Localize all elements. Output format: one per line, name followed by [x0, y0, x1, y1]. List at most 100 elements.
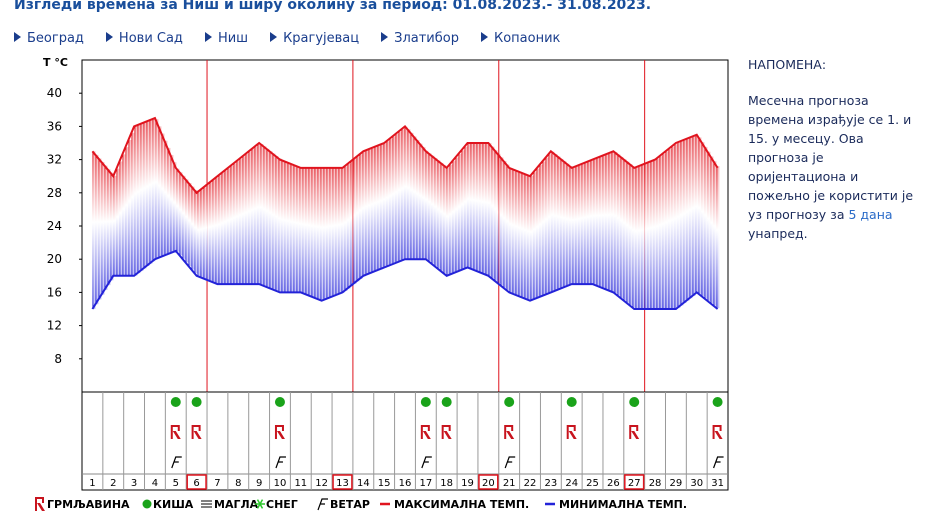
band-hatch: [455, 157, 457, 273]
band-fill: [320, 167, 324, 301]
nav-text[interactable]: Ниш: [217, 31, 249, 46]
band-fill: [452, 161, 456, 274]
band-hatch: [464, 146, 466, 269]
band-hatch: [521, 172, 523, 298]
band-hatch: [536, 168, 538, 299]
day-label: 16: [399, 478, 412, 489]
band-fill: [497, 153, 501, 284]
day-label: 4: [152, 478, 158, 489]
y-tick-label: 20: [47, 252, 62, 266]
band-fill: [386, 141, 390, 267]
note-title: НАПОМЕНА:: [748, 57, 827, 72]
band-fill: [569, 166, 573, 286]
band-hatch: [470, 143, 472, 269]
band-hatch: [326, 167, 328, 299]
band-hatch: [692, 136, 694, 296]
band-fill: [200, 189, 204, 278]
band-fill: [620, 156, 624, 299]
band-hatch: [230, 165, 232, 285]
band-hatch: [311, 167, 313, 297]
nav-text[interactable]: Београд: [27, 31, 84, 46]
band-fill: [560, 158, 564, 289]
band-fill: [296, 166, 300, 293]
band-hatch: [614, 152, 616, 294]
band-hatch: [545, 157, 547, 295]
band-fill: [554, 154, 558, 291]
band-fill: [533, 172, 537, 300]
y-axis-label: T °C: [43, 56, 68, 69]
nav-link[interactable]: Ниш: [204, 31, 249, 46]
band-hatch: [653, 160, 655, 309]
band-fill: [137, 125, 141, 274]
band-fill: [389, 138, 393, 266]
band-hatch: [284, 161, 286, 293]
nav-text[interactable]: Крагујевац: [283, 31, 360, 46]
band-hatch: [638, 166, 640, 309]
band-hatch: [659, 156, 661, 309]
band-fill: [527, 175, 531, 300]
nav-text[interactable]: Копаоник: [493, 31, 561, 46]
day-label: 11: [294, 478, 307, 489]
band-hatch: [563, 161, 565, 288]
day-label: 26: [607, 478, 620, 489]
thunder-icon: [170, 425, 181, 439]
nav-link[interactable]: Златибор: [381, 31, 459, 46]
band-fill: [632, 166, 636, 308]
band-fill: [131, 132, 135, 276]
nav-arrow: [381, 32, 389, 42]
band-hatch: [650, 161, 652, 309]
band-hatch: [617, 154, 619, 296]
band-fill: [404, 126, 408, 260]
band-hatch: [605, 154, 607, 290]
band-hatch: [479, 143, 481, 273]
band-fill: [419, 143, 423, 260]
band-fill: [311, 167, 315, 297]
band-hatch: [686, 138, 688, 301]
band-fill: [98, 158, 102, 300]
wind-icon: [421, 456, 432, 469]
band-fill: [326, 167, 330, 299]
band-fill: [524, 173, 528, 299]
nav-link[interactable]: Крагујевац: [270, 31, 359, 46]
band-fill: [116, 168, 120, 276]
y-tick-label: 8: [54, 352, 62, 366]
band-hatch: [146, 121, 148, 266]
band-fill: [317, 167, 321, 300]
nav-link[interactable]: Београд: [14, 31, 84, 46]
day-label: 20: [482, 478, 495, 489]
thunder-icon: [420, 425, 431, 439]
rain-icon: [191, 397, 202, 407]
note-link[interactable]: 5 дана: [848, 207, 893, 222]
nav-text[interactable]: Златибор: [394, 31, 459, 46]
band-fill: [464, 146, 468, 269]
band-fill: [449, 164, 453, 275]
band-fill: [488, 143, 492, 276]
band-fill: [380, 144, 384, 269]
nav-link[interactable]: Нови Сад: [105, 31, 183, 46]
rain-icon: [441, 397, 452, 407]
band-fill: [224, 170, 228, 285]
band-fill: [107, 169, 111, 286]
band-hatch: [263, 146, 265, 286]
band-fill: [500, 157, 504, 286]
band-fill: [716, 166, 720, 309]
band-fill: [203, 187, 207, 279]
band-fill: [653, 160, 657, 309]
band-fill: [110, 172, 114, 281]
legend-label: СНЕГ: [266, 498, 298, 511]
nav-link[interactable]: Копаоник: [480, 31, 561, 46]
band-hatch: [419, 143, 421, 260]
rain-icon: [504, 397, 515, 407]
band-hatch: [179, 172, 181, 256]
band-fill: [707, 151, 711, 301]
band-hatch: [626, 161, 628, 303]
nav-text[interactable]: Нови Сад: [118, 31, 183, 46]
band-fill: [308, 167, 312, 296]
band-fill: [596, 158, 600, 286]
band-hatch: [335, 167, 337, 296]
band-hatch: [155, 119, 157, 260]
band-hatch: [437, 160, 439, 269]
rain-icon: [170, 397, 181, 407]
legend-snow: [256, 499, 264, 509]
band-fill: [485, 143, 489, 275]
